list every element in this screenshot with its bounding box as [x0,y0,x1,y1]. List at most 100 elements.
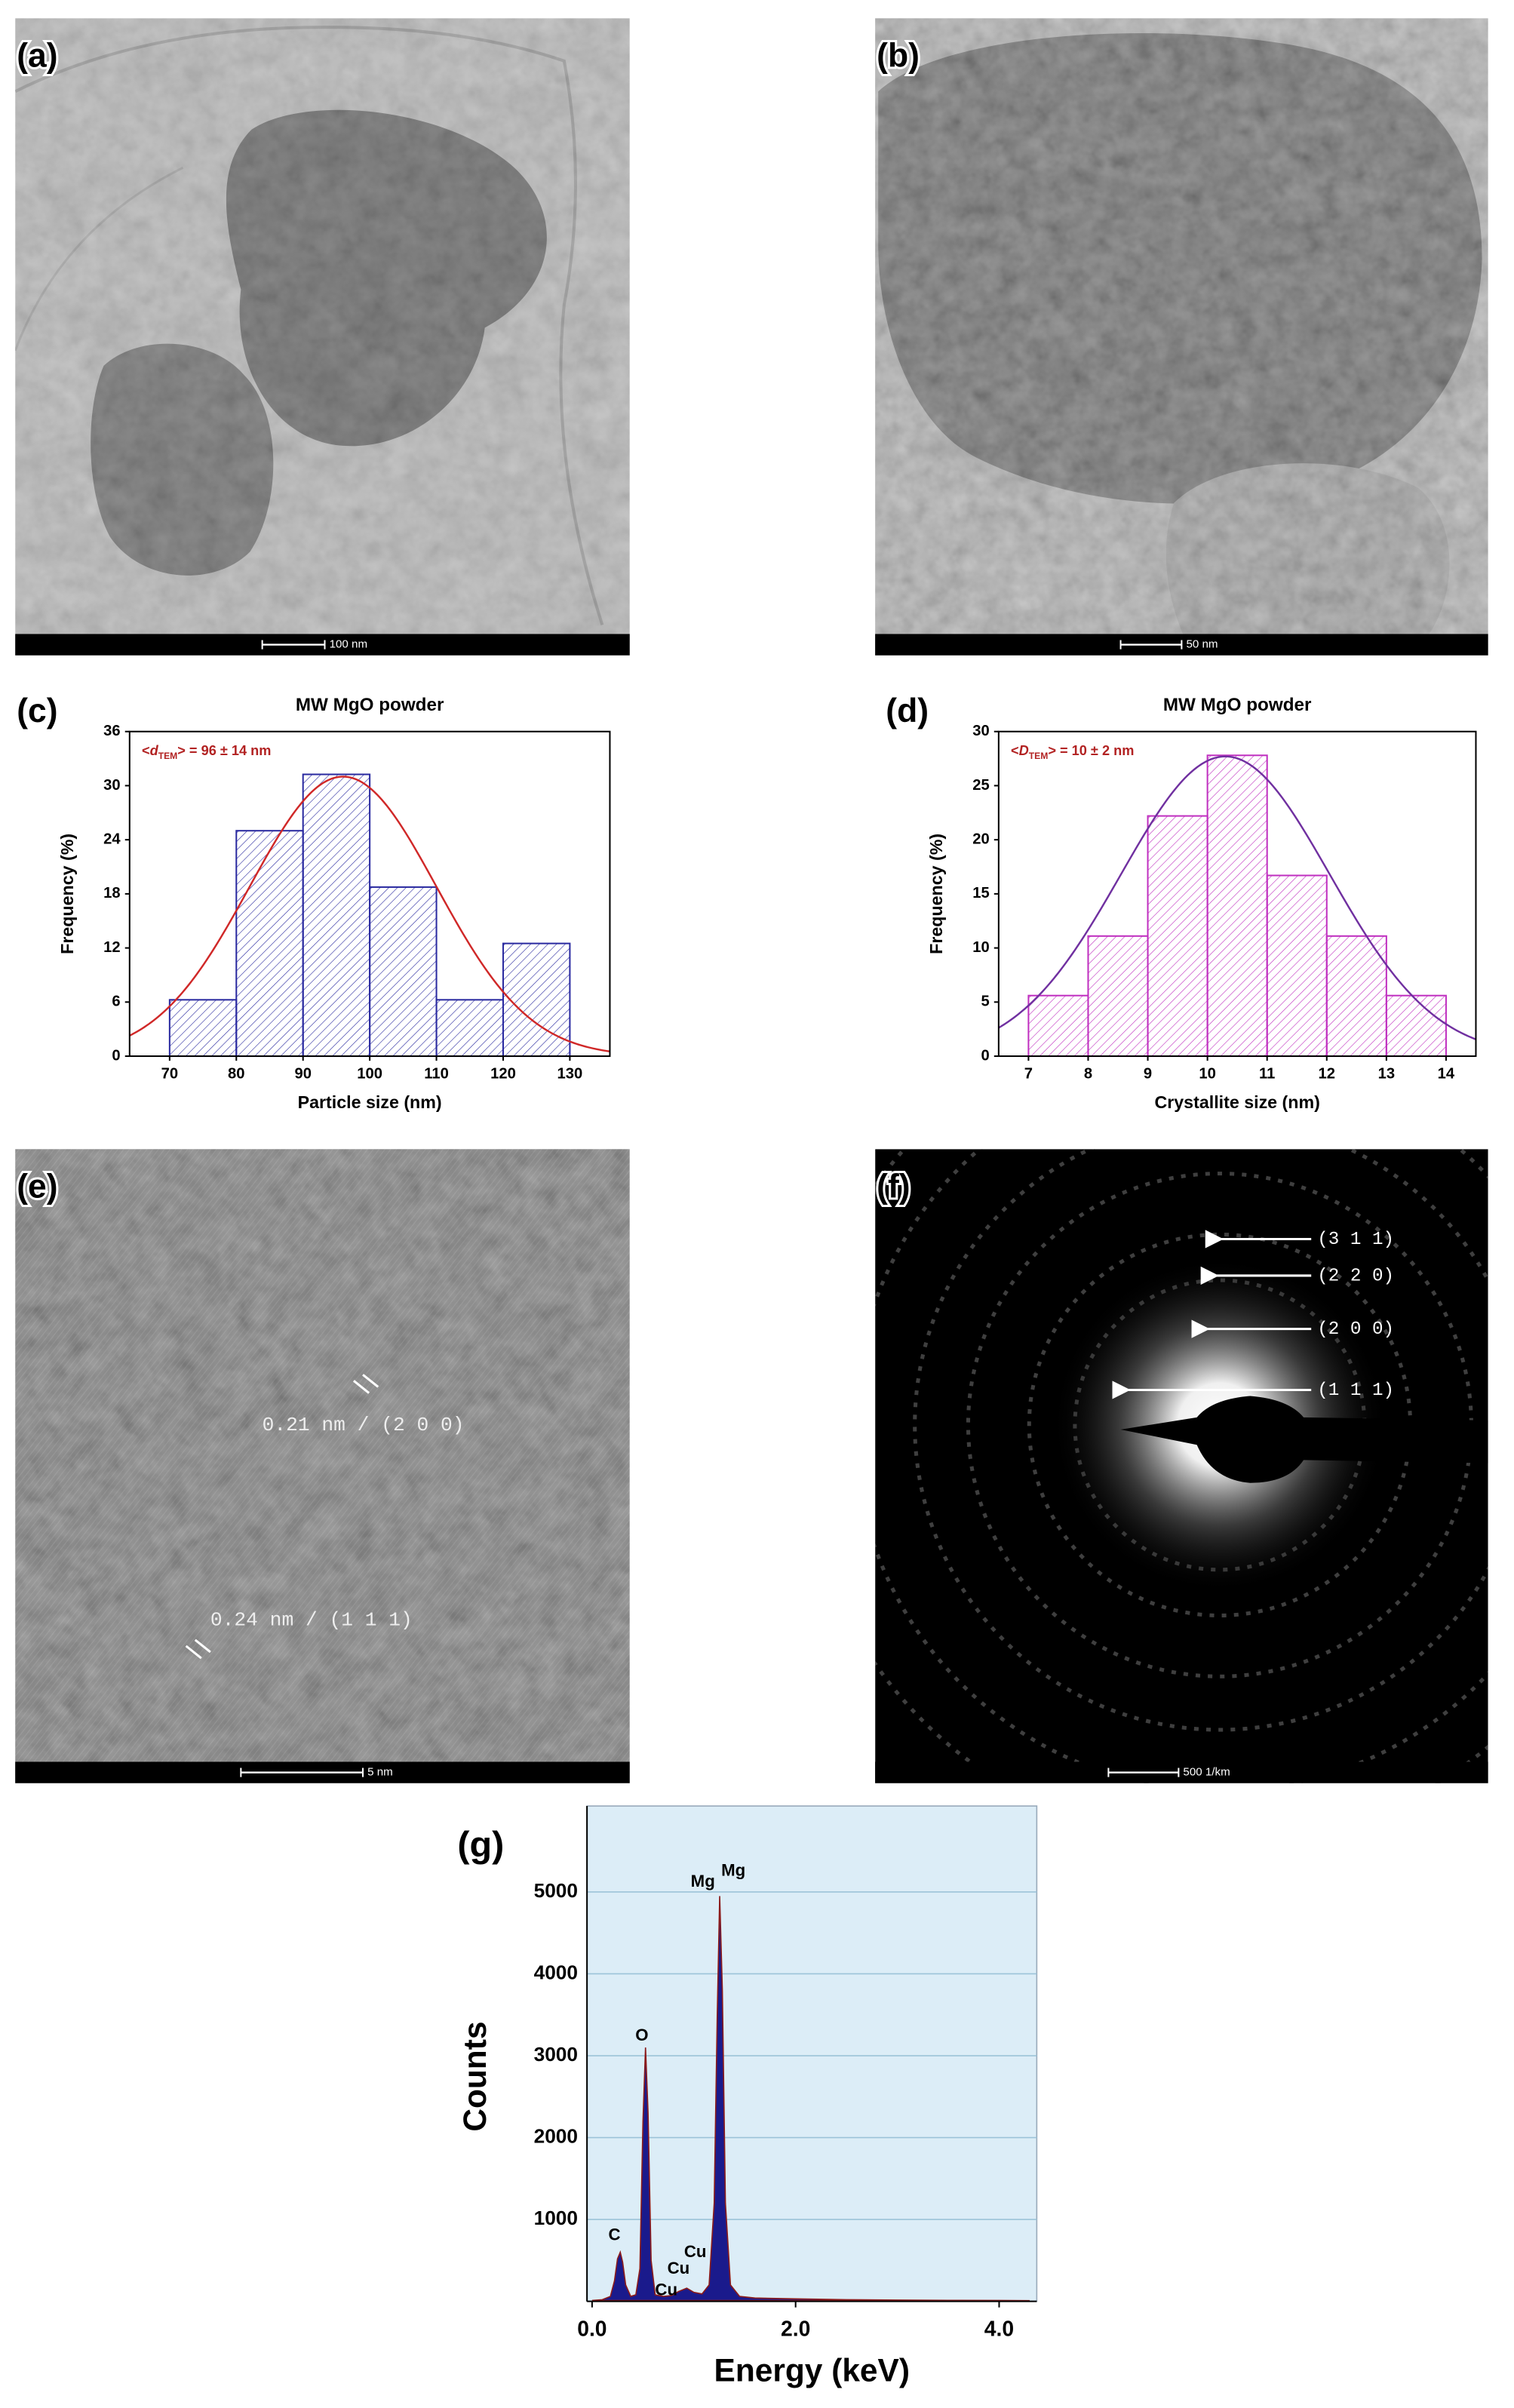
fit-curve [129,776,610,1052]
histogram-bar [1027,994,1089,1058]
histogram-bar [1325,935,1387,1058]
ring-label: (2 0 0) [1317,1319,1394,1340]
x-tick-label: 2.0 [781,2316,810,2340]
x-tick-label: 12 [1319,1066,1335,1083]
fit-annotation: <dTEM> = 96 ± 14 nm [142,743,271,761]
y-tick-label: 12 [103,939,120,956]
y-tick-label: 10 [972,939,989,956]
peak-label: Mg [691,1872,715,1890]
fit-annotation: <DTEM> = 10 ± 2 nm [1011,743,1134,761]
panel-label: (e) [17,1169,57,1206]
peak-label: Cu [684,2242,707,2261]
x-tick-label: 120 [490,1066,516,1083]
y-tick-label: 20 [972,831,989,848]
spacing-marker [362,1374,379,1388]
histogram-bar [1385,994,1447,1058]
histogram-bar [1206,754,1268,1058]
y-tick-label: 5000 [534,1879,578,1902]
x-tick-label: 4.0 [984,2316,1014,2340]
ring-label: (1 1 1) [1317,1381,1394,1401]
x-axis-label: Crystallite size (nm) [1154,1092,1319,1112]
peak-label: Cu [655,2280,677,2299]
scale-label: 50 nm [1186,638,1218,651]
histogram-bar [302,773,371,1058]
panel-label: (b) [877,38,920,75]
annotation-part: > = 10 ± 2 nm [1048,743,1134,758]
panel-label: (f) [877,1169,910,1206]
scale-label: 5 nm [367,1766,393,1779]
plot-background [586,1805,1038,2302]
annotation-part: < [142,743,150,758]
y-tick-label: 4000 [534,1961,578,1983]
y-tick-label: 24 [103,831,121,848]
peak-label: O [635,2026,648,2044]
x-tick-label: 90 [294,1066,311,1083]
x-tick-label: 0.0 [577,2316,607,2340]
fit-curve [998,755,1476,1040]
histogram-bar [168,999,238,1058]
y-axis-label: Counts [457,2022,493,2132]
annotation-subscript: TEM [158,751,178,761]
y-tick-label: 6 [112,994,120,1010]
y-tick-label: 0 [981,1047,989,1064]
micrograph [875,18,1488,656]
ring-label: (3 1 1) [1317,1230,1394,1250]
panel-label: (d) [886,693,929,729]
histogram-bar [435,999,504,1058]
chart-title: MW MgO powder [296,695,444,715]
panel-label: (a) [17,38,57,75]
x-tick-label: 100 [357,1066,382,1083]
x-tick-label: 9 [1144,1066,1152,1083]
y-tick-label: 36 [103,723,120,739]
y-tick-label: 2000 [534,2124,578,2147]
micrograph: 0.21 nm / (2 0 0) 0.24 nm / (1 1 1) [15,1149,630,1783]
x-tick-label: 130 [557,1066,583,1083]
y-tick-label: 3000 [534,2043,578,2066]
annotation-part: < [1011,743,1019,758]
x-tick-label: 70 [161,1066,178,1083]
peak-label: Cu [668,2259,690,2277]
y-axis-label: Frequency (%) [926,834,946,954]
fringe-annotation: 0.21 nm / (2 0 0) [263,1414,465,1436]
y-tick-label: 18 [103,885,120,901]
x-tick-label: 8 [1084,1066,1092,1083]
histogram-bar [369,886,438,1058]
y-tick-label: 5 [981,994,989,1010]
x-tick-label: 14 [1438,1066,1455,1083]
ring-label: (2 2 0) [1317,1266,1394,1286]
scale-strip [875,1761,1488,1783]
histogram-bar [1087,935,1149,1058]
chart-title: MW MgO powder [1163,695,1312,715]
grain-texture [15,1149,630,1783]
micrograph [15,18,630,656]
peak-label: C [608,2225,620,2244]
annotation-subscript: TEM [1029,751,1049,761]
scale-label: 100 nm [330,638,368,651]
y-tick-label: 15 [972,885,989,901]
annotation-part: > = 96 ± 14 nm [177,743,271,758]
spacing-marker [185,1645,202,1660]
x-tick-label: 10 [1199,1066,1215,1083]
x-tick-label: 80 [228,1066,244,1083]
annotation-symbol: d [150,743,159,758]
spacing-marker [352,1380,370,1394]
x-tick-label: 13 [1378,1066,1395,1083]
y-axis-label: Frequency (%) [57,834,77,954]
annotation-symbol: D [1019,743,1029,758]
histogram-bar [502,942,571,1058]
x-axis-label: Energy (keV) [714,2353,910,2388]
histogram-bar [235,830,304,1058]
y-tick-label: 1000 [534,2207,578,2229]
y-tick-label: 0 [112,1047,120,1064]
histogram-bar [1147,815,1208,1058]
x-tick-label: 7 [1024,1066,1033,1083]
peak-label: Mg [721,1861,745,1880]
grain-texture [15,18,630,656]
y-tick-label: 25 [972,777,989,794]
spacing-marker [194,1639,211,1654]
x-tick-label: 110 [424,1066,449,1083]
y-tick-label: 30 [972,723,989,739]
grain-texture [875,18,1488,656]
